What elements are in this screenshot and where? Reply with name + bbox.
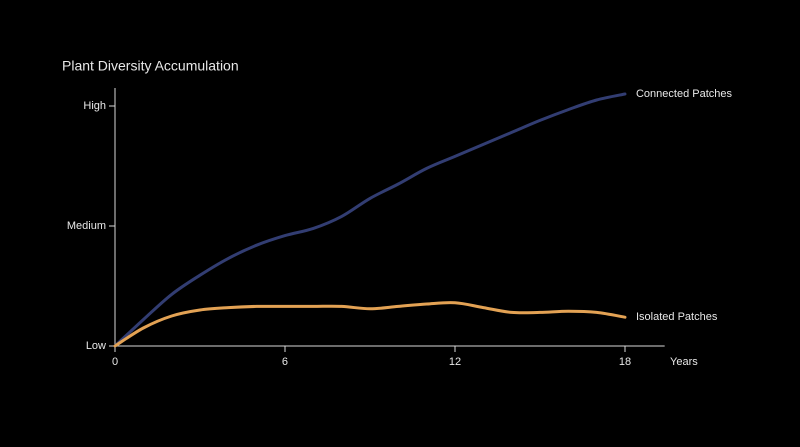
y-tick-label: Medium <box>67 220 106 232</box>
series-line <box>113 301 627 348</box>
x-tick-label: 6 <box>282 356 288 368</box>
x-tick-label: 18 <box>619 356 631 368</box>
chart-title: Plant Diversity Accumulation <box>62 58 239 74</box>
series-label: Isolated Patches <box>636 311 718 323</box>
series-label: Connected Patches <box>636 88 733 100</box>
y-tick-label: Low <box>86 340 106 352</box>
x-tick-label: 12 <box>449 356 461 368</box>
series-line <box>113 92 627 348</box>
x-tick-label: 0 <box>112 356 118 368</box>
y-tick-label: High <box>83 100 106 112</box>
x-axis-label: Years <box>670 356 698 368</box>
